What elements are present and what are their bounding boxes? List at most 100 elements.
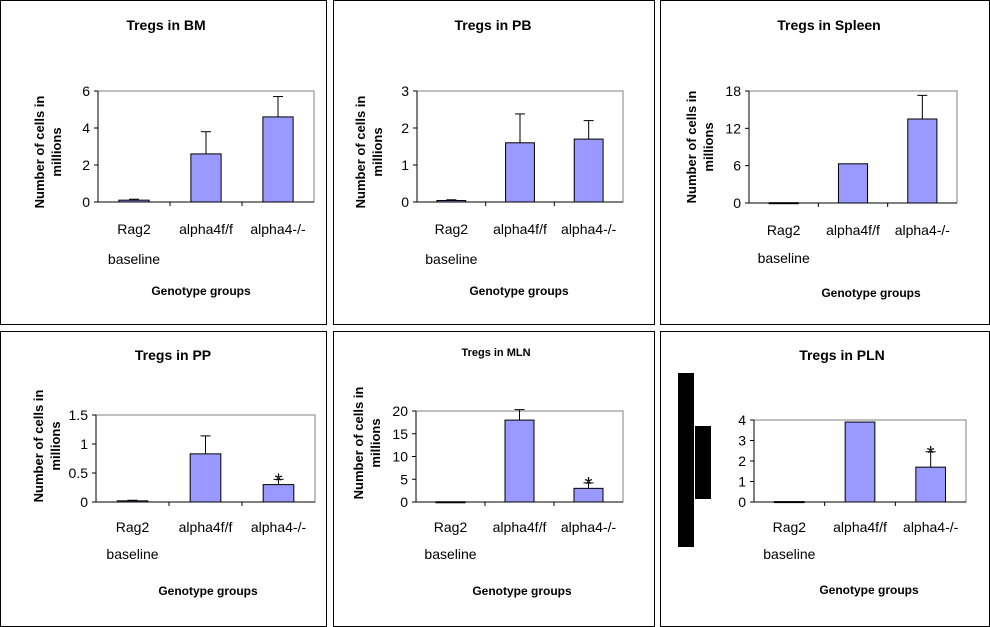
y-tick-label: 4: [738, 412, 746, 428]
category-label: baseline: [108, 251, 160, 267]
y-tick-label: 4: [82, 120, 90, 136]
x-axis-label: Genotype groups: [821, 286, 921, 300]
chart-title: Tregs in BM: [126, 17, 205, 33]
y-axis-label-line: Number of cells in: [353, 96, 368, 209]
y-axis-label-line: millions: [49, 127, 64, 176]
y-tick-label: 12: [725, 120, 741, 136]
y-axis-label: Number of cells in millions: [353, 96, 385, 209]
chart-title: Tregs in MLN: [461, 347, 530, 359]
y-axis-label-line: millions: [368, 418, 383, 467]
y-tick-label: 1: [80, 436, 88, 452]
significance-marker: *: [927, 443, 935, 465]
category-label: alpha4-/-: [251, 519, 307, 535]
y-axis-label-line: Number of cells in: [684, 91, 699, 204]
category-label: alpha4-/-: [903, 519, 959, 535]
x-axis-label: Genotype groups: [472, 584, 572, 598]
bar[interactable]: [436, 200, 467, 203]
y-tick-label: 0: [80, 494, 88, 510]
x-axis-label: Genotype groups: [469, 284, 569, 298]
chart-panel: Tregs in PB 0 1 2 3 Rag2 baseline alpha4f/f alph…: [333, 0, 655, 325]
chart-panel: Tregs in Spleen 0 6 12 18 Rag2 baseline alpha4f…: [660, 0, 990, 325]
chart-panel: Tregs in BM 0 2 4 6 Rag2 baseline alpha4f/f alph…: [0, 0, 327, 325]
y-axis-label: Number of cells in millions: [351, 387, 383, 500]
y-axis-label: Number of cells in millions: [684, 91, 716, 204]
category-label: alpha4f/f: [826, 222, 880, 238]
y-axis-label-line: millions: [48, 421, 63, 470]
y-tick-label: 2: [401, 120, 409, 136]
category-label: alpha4-/-: [561, 221, 617, 237]
y-tick-label: 0: [400, 494, 408, 510]
category-label: alpha4f/f: [179, 519, 233, 535]
chart-svg: Tregs in Spleen 0 6 12 18 Rag2 baseline alpha4f…: [684, 17, 958, 300]
category-label: Rag2: [434, 519, 468, 535]
x-axis-label: Genotype groups: [819, 583, 919, 597]
y-tick-label: 1: [738, 474, 746, 490]
bar[interactable]: [504, 419, 535, 503]
category-label: baseline: [106, 546, 158, 562]
y-axis-label-line: Number of cells in: [32, 96, 47, 209]
y-axis-label-line: millions: [701, 122, 716, 171]
bar[interactable]: [435, 501, 466, 504]
chart-panel: Tregs in PP 0 0.5 1 1.5 Rag2 baseline alpha4f/f…: [0, 331, 327, 627]
bar[interactable]: [907, 118, 938, 204]
category-label: Rag2: [773, 519, 807, 535]
chart-svg: Tregs in PB 0 1 2 3 Rag2 baseline alpha4f/f alph…: [353, 17, 624, 298]
y-tick-label: 10: [392, 449, 408, 465]
chart-svg: Tregs in BM 0 2 4 6 Rag2 baseline alpha4f/f alph…: [32, 17, 315, 298]
category-label: alpha4f/f: [493, 221, 547, 237]
bar[interactable]: [573, 138, 604, 203]
chart-panel: Tregs in PLN 0 1 2 3 4 Rag2 baseline alpha4f/f * a…: [660, 331, 990, 627]
category-label: alpha4-/-: [895, 222, 951, 238]
bar[interactable]: [505, 142, 535, 203]
chart-svg: Tregs in PP 0 0.5 1 1.5 Rag2 baseline alpha4f/f…: [31, 347, 316, 598]
category-label: baseline: [763, 546, 815, 562]
y-tick-label: 1: [401, 157, 409, 173]
y-tick-label: 0: [82, 194, 90, 210]
category-label: baseline: [425, 251, 477, 267]
bar[interactable]: [262, 116, 294, 203]
chart-svg: Tregs in MLN 0 5 10 15 20 Rag2 baseline alpha4f/…: [351, 347, 624, 598]
y-tick-label: 3: [738, 433, 746, 449]
y-tick-label: 2: [738, 453, 746, 469]
category-label: alpha4-/-: [561, 519, 617, 535]
significance-marker: *: [585, 474, 593, 496]
y-axis-label: Number of cells in millions: [31, 390, 63, 503]
bar[interactable]: [768, 202, 799, 205]
chart-title: Tregs in PB: [454, 17, 531, 33]
significance-marker: *: [275, 470, 283, 492]
bar[interactable]: [915, 466, 947, 503]
category-label: Rag2: [767, 222, 801, 238]
redaction-block: [678, 373, 694, 547]
bar[interactable]: [189, 453, 222, 503]
y-tick-label: 6: [82, 83, 90, 99]
y-tick-label: 18: [725, 83, 741, 99]
category-label: Rag2: [116, 519, 150, 535]
category-label: Rag2: [117, 221, 151, 237]
y-tick-label: 5: [400, 471, 408, 487]
bar[interactable]: [844, 421, 876, 503]
category-label: alpha4-/-: [250, 221, 306, 237]
chart-title: Tregs in PLN: [799, 347, 885, 363]
y-tick-label: 15: [392, 426, 408, 442]
y-axis-label-line: Number of cells in: [351, 387, 366, 500]
y-tick-label: 3: [401, 83, 409, 99]
bar[interactable]: [118, 199, 150, 203]
chart-title: Tregs in PP: [135, 347, 211, 363]
bar[interactable]: [190, 153, 222, 203]
y-axis-label: Number of cells in millions: [32, 96, 64, 209]
x-axis-label: Genotype groups: [151, 284, 251, 298]
category-label: alpha4f/f: [179, 221, 233, 237]
category-label: alpha4f/f: [493, 519, 547, 535]
bar[interactable]: [773, 501, 805, 504]
y-axis-label-line: millions: [370, 127, 385, 176]
y-tick-label: 0: [738, 494, 746, 510]
category-label: Rag2: [435, 221, 469, 237]
y-tick-label: 6: [733, 158, 741, 174]
y-tick-label: 0.5: [69, 465, 89, 481]
bar[interactable]: [837, 163, 869, 204]
y-axis-label-line: Number of cells in: [31, 390, 46, 503]
chart-title: Tregs in Spleen: [777, 17, 880, 33]
y-tick-label: 1.5: [69, 407, 89, 423]
chart-svg: Tregs in PLN 0 1 2 3 4 Rag2 baseline alpha4f/f * a…: [678, 347, 967, 597]
bar[interactable]: [116, 500, 149, 503]
